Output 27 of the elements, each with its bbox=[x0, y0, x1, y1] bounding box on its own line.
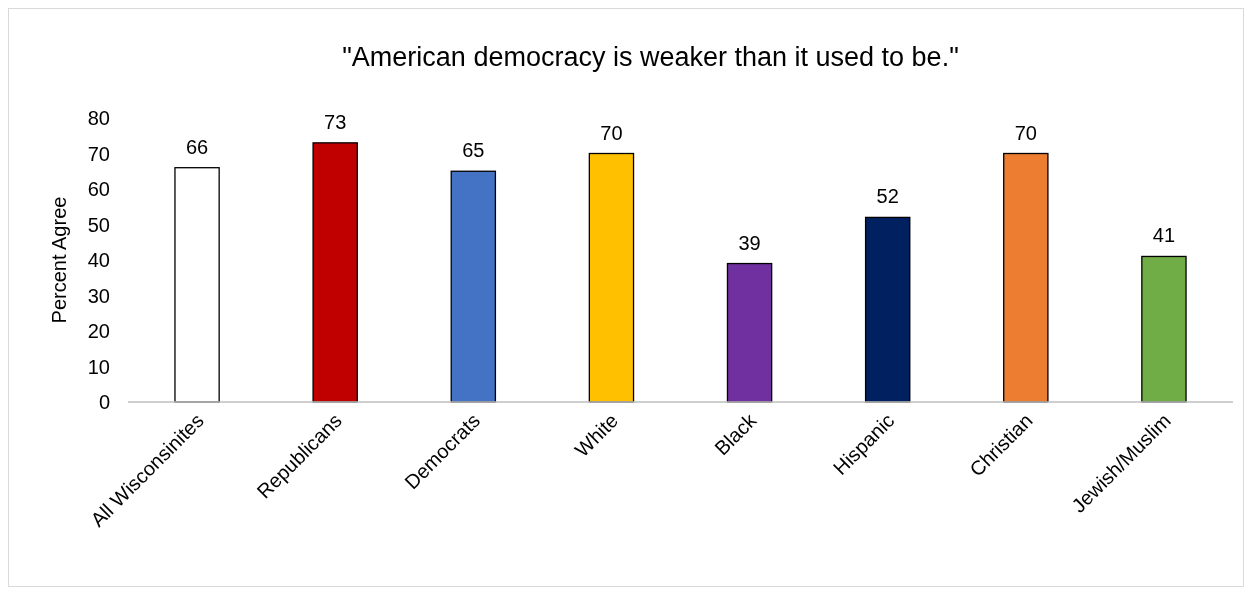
data-label: 73 bbox=[324, 110, 347, 133]
data-label: 66 bbox=[185, 135, 209, 158]
data-label: 52 bbox=[876, 185, 899, 208]
bar bbox=[1003, 152, 1049, 403]
y-tick-label: 70 bbox=[87, 142, 110, 165]
bar bbox=[312, 142, 358, 403]
data-label: 70 bbox=[1014, 121, 1037, 144]
y-tick-label: 20 bbox=[87, 320, 110, 342]
bar bbox=[450, 170, 497, 403]
bar bbox=[1141, 255, 1187, 403]
chart-title: "American democracy is weaker than it used to be." bbox=[342, 42, 959, 72]
bar bbox=[588, 152, 635, 403]
bar bbox=[864, 216, 911, 403]
y-tick-label: 10 bbox=[87, 355, 110, 378]
y-tick-label: 0 bbox=[98, 391, 110, 413]
y-tick-label: 50 bbox=[87, 213, 110, 236]
y-tick-label: 60 bbox=[87, 178, 110, 200]
data-label: 39 bbox=[738, 231, 761, 254]
data-label: 70 bbox=[600, 121, 623, 144]
y-tick-label: 80 bbox=[87, 107, 110, 129]
y-tick-label: 30 bbox=[87, 284, 110, 307]
bar bbox=[174, 167, 220, 403]
bar bbox=[726, 262, 773, 403]
y-tick-label: 40 bbox=[87, 249, 110, 271]
y-axis-title: Percent Agree bbox=[48, 196, 70, 324]
data-label: 65 bbox=[462, 139, 485, 162]
data-label: 41 bbox=[1152, 224, 1176, 247]
